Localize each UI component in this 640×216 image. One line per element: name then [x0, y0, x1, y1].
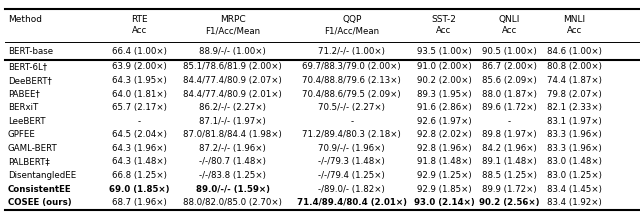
Text: 71.2/89.4/80.3 (2.18×): 71.2/89.4/80.3 (2.18×): [302, 130, 401, 139]
Text: 92.9 (1.85×): 92.9 (1.85×): [417, 185, 471, 194]
Text: 71.4/89.4/80.4 (2.01×): 71.4/89.4/80.4 (2.01×): [297, 198, 406, 207]
Text: COSEE (ours): COSEE (ours): [8, 198, 71, 207]
Text: -/-/79.4 (1.25×): -/-/79.4 (1.25×): [318, 171, 385, 180]
Text: 89.8 (1.97×): 89.8 (1.97×): [482, 130, 536, 139]
Text: -: -: [350, 117, 353, 126]
Text: 71.2/-/- (1.00×): 71.2/-/- (1.00×): [318, 47, 385, 56]
Text: F1/Acc/Mean: F1/Acc/Mean: [205, 26, 260, 35]
Text: DisentangledEE: DisentangledEE: [8, 171, 76, 180]
Text: 66.8 (1.25×): 66.8 (1.25×): [112, 171, 166, 180]
Text: 84.6 (1.00×): 84.6 (1.00×): [547, 47, 602, 56]
Text: 69.7/88.3/79.0 (2.00×): 69.7/88.3/79.0 (2.00×): [302, 62, 401, 71]
Text: BERxiT: BERxiT: [8, 103, 38, 112]
Text: 66.4 (1.00×): 66.4 (1.00×): [112, 47, 166, 56]
Text: 91.8 (1.48×): 91.8 (1.48×): [417, 157, 471, 167]
Text: Acc: Acc: [567, 26, 582, 35]
Text: -: -: [508, 117, 511, 126]
Text: 69.0 (1.85×): 69.0 (1.85×): [109, 185, 170, 194]
Text: BERT-base: BERT-base: [8, 47, 53, 56]
Text: 86.2/-/- (2.27×): 86.2/-/- (2.27×): [199, 103, 266, 112]
Text: 88.9/-/- (1.00×): 88.9/-/- (1.00×): [199, 47, 266, 56]
Text: 86.7 (2.00×): 86.7 (2.00×): [482, 62, 536, 71]
Text: Acc: Acc: [502, 26, 516, 35]
Text: QNLI: QNLI: [499, 16, 520, 24]
Text: 91.6 (2.86×): 91.6 (2.86×): [417, 103, 471, 112]
Text: 87.0/81.8/84.4 (1.98×): 87.0/81.8/84.4 (1.98×): [183, 130, 282, 139]
Text: -/-/83.8 (1.25×): -/-/83.8 (1.25×): [199, 171, 266, 180]
Text: 83.3 (1.96×): 83.3 (1.96×): [547, 130, 602, 139]
Text: 87.2/-/- (1.96×): 87.2/-/- (1.96×): [199, 144, 266, 153]
Text: Acc: Acc: [131, 26, 147, 35]
Text: 92.6 (1.97×): 92.6 (1.97×): [417, 117, 471, 126]
Text: BERT-6L†: BERT-6L†: [8, 62, 47, 71]
Text: MRPC: MRPC: [220, 16, 245, 24]
Text: 83.3 (1.96×): 83.3 (1.96×): [547, 144, 602, 153]
Text: 85.1/78.6/81.9 (2.00×): 85.1/78.6/81.9 (2.00×): [183, 62, 282, 71]
Text: 70.9/-/- (1.96×): 70.9/-/- (1.96×): [318, 144, 385, 153]
Text: 68.7 (1.96×): 68.7 (1.96×): [112, 198, 166, 207]
Text: 85.6 (2.09×): 85.6 (2.09×): [482, 76, 536, 85]
Text: 93.0 (2.14×): 93.0 (2.14×): [413, 198, 474, 207]
Text: 90.2 (2.56×): 90.2 (2.56×): [479, 198, 540, 207]
Text: 88.0/82.0/85.0 (2.70×): 88.0/82.0/85.0 (2.70×): [183, 198, 282, 207]
Text: -: -: [138, 117, 141, 126]
Text: 84.4/77.4/80.9 (2.07×): 84.4/77.4/80.9 (2.07×): [183, 76, 282, 85]
Text: 64.3 (1.48×): 64.3 (1.48×): [112, 157, 166, 167]
Text: MNLI: MNLI: [563, 16, 586, 24]
Text: LeeBERT: LeeBERT: [8, 117, 45, 126]
Text: 84.2 (1.96×): 84.2 (1.96×): [482, 144, 536, 153]
Text: 64.5 (2.04×): 64.5 (2.04×): [112, 130, 166, 139]
Text: GAML-BERT: GAML-BERT: [8, 144, 58, 153]
Text: 83.1 (1.97×): 83.1 (1.97×): [547, 117, 602, 126]
Text: 91.0 (2.00×): 91.0 (2.00×): [417, 62, 471, 71]
Text: ConsistentEE: ConsistentEE: [8, 185, 71, 194]
Text: QQP: QQP: [342, 16, 362, 24]
Text: 93.5 (1.00×): 93.5 (1.00×): [417, 47, 471, 56]
Text: 89.1 (1.48×): 89.1 (1.48×): [482, 157, 536, 167]
Text: 89.6 (1.72×): 89.6 (1.72×): [482, 103, 536, 112]
Text: GPFEE: GPFEE: [8, 130, 36, 139]
Text: 87.1/-/- (1.97×): 87.1/-/- (1.97×): [199, 117, 266, 126]
Text: 64.0 (1.81×): 64.0 (1.81×): [112, 89, 166, 98]
Text: 83.0 (1.48×): 83.0 (1.48×): [547, 157, 602, 167]
Text: 80.8 (2.00×): 80.8 (2.00×): [547, 62, 602, 71]
Text: 70.4/88.6/79.5 (2.09×): 70.4/88.6/79.5 (2.09×): [302, 89, 401, 98]
Text: PABEE†: PABEE†: [8, 89, 40, 98]
Text: 79.8 (2.07×): 79.8 (2.07×): [547, 89, 602, 98]
Text: 63.9 (2.00×): 63.9 (2.00×): [112, 62, 166, 71]
Text: 84.4/77.4/80.9 (2.01×): 84.4/77.4/80.9 (2.01×): [183, 89, 282, 98]
Text: RTE: RTE: [131, 16, 147, 24]
Text: 89.0/-/- (1.59×): 89.0/-/- (1.59×): [196, 185, 269, 194]
Text: 92.8 (1.96×): 92.8 (1.96×): [417, 144, 471, 153]
Text: 74.4 (1.87×): 74.4 (1.87×): [547, 76, 602, 85]
Text: 88.0 (1.87×): 88.0 (1.87×): [482, 89, 536, 98]
Text: Acc: Acc: [436, 26, 451, 35]
Text: 65.7 (2.17×): 65.7 (2.17×): [112, 103, 166, 112]
Text: 83.4 (1.92×): 83.4 (1.92×): [547, 198, 602, 207]
Text: PALBERT‡: PALBERT‡: [8, 157, 49, 167]
Text: 70.4/88.8/79.6 (2.13×): 70.4/88.8/79.6 (2.13×): [302, 76, 401, 85]
Text: F1/Acc/Mean: F1/Acc/Mean: [324, 26, 380, 35]
Text: 89.3 (1.95×): 89.3 (1.95×): [417, 89, 471, 98]
Text: 64.3 (1.95×): 64.3 (1.95×): [112, 76, 166, 85]
Text: 90.2 (2.00×): 90.2 (2.00×): [417, 76, 471, 85]
Text: 83.4 (1.45×): 83.4 (1.45×): [547, 185, 602, 194]
Text: -/89.0/- (1.82×): -/89.0/- (1.82×): [318, 185, 385, 194]
Text: DeeBERT†: DeeBERT†: [8, 76, 52, 85]
Text: -/-/80.7 (1.48×): -/-/80.7 (1.48×): [199, 157, 266, 167]
Text: 82.1 (2.33×): 82.1 (2.33×): [547, 103, 602, 112]
Text: 64.3 (1.96×): 64.3 (1.96×): [112, 144, 166, 153]
Text: 88.5 (1.25×): 88.5 (1.25×): [482, 171, 536, 180]
Text: 89.9 (1.72×): 89.9 (1.72×): [482, 185, 536, 194]
Text: 92.8 (2.02×): 92.8 (2.02×): [417, 130, 471, 139]
Text: 83.0 (1.25×): 83.0 (1.25×): [547, 171, 602, 180]
Text: -/-/79.3 (1.48×): -/-/79.3 (1.48×): [318, 157, 385, 167]
Text: SST-2: SST-2: [431, 16, 456, 24]
Text: 92.9 (1.25×): 92.9 (1.25×): [417, 171, 471, 180]
Text: Method: Method: [8, 16, 42, 24]
Text: 90.5 (1.00×): 90.5 (1.00×): [482, 47, 536, 56]
Text: 70.5/-/- (2.27×): 70.5/-/- (2.27×): [318, 103, 385, 112]
